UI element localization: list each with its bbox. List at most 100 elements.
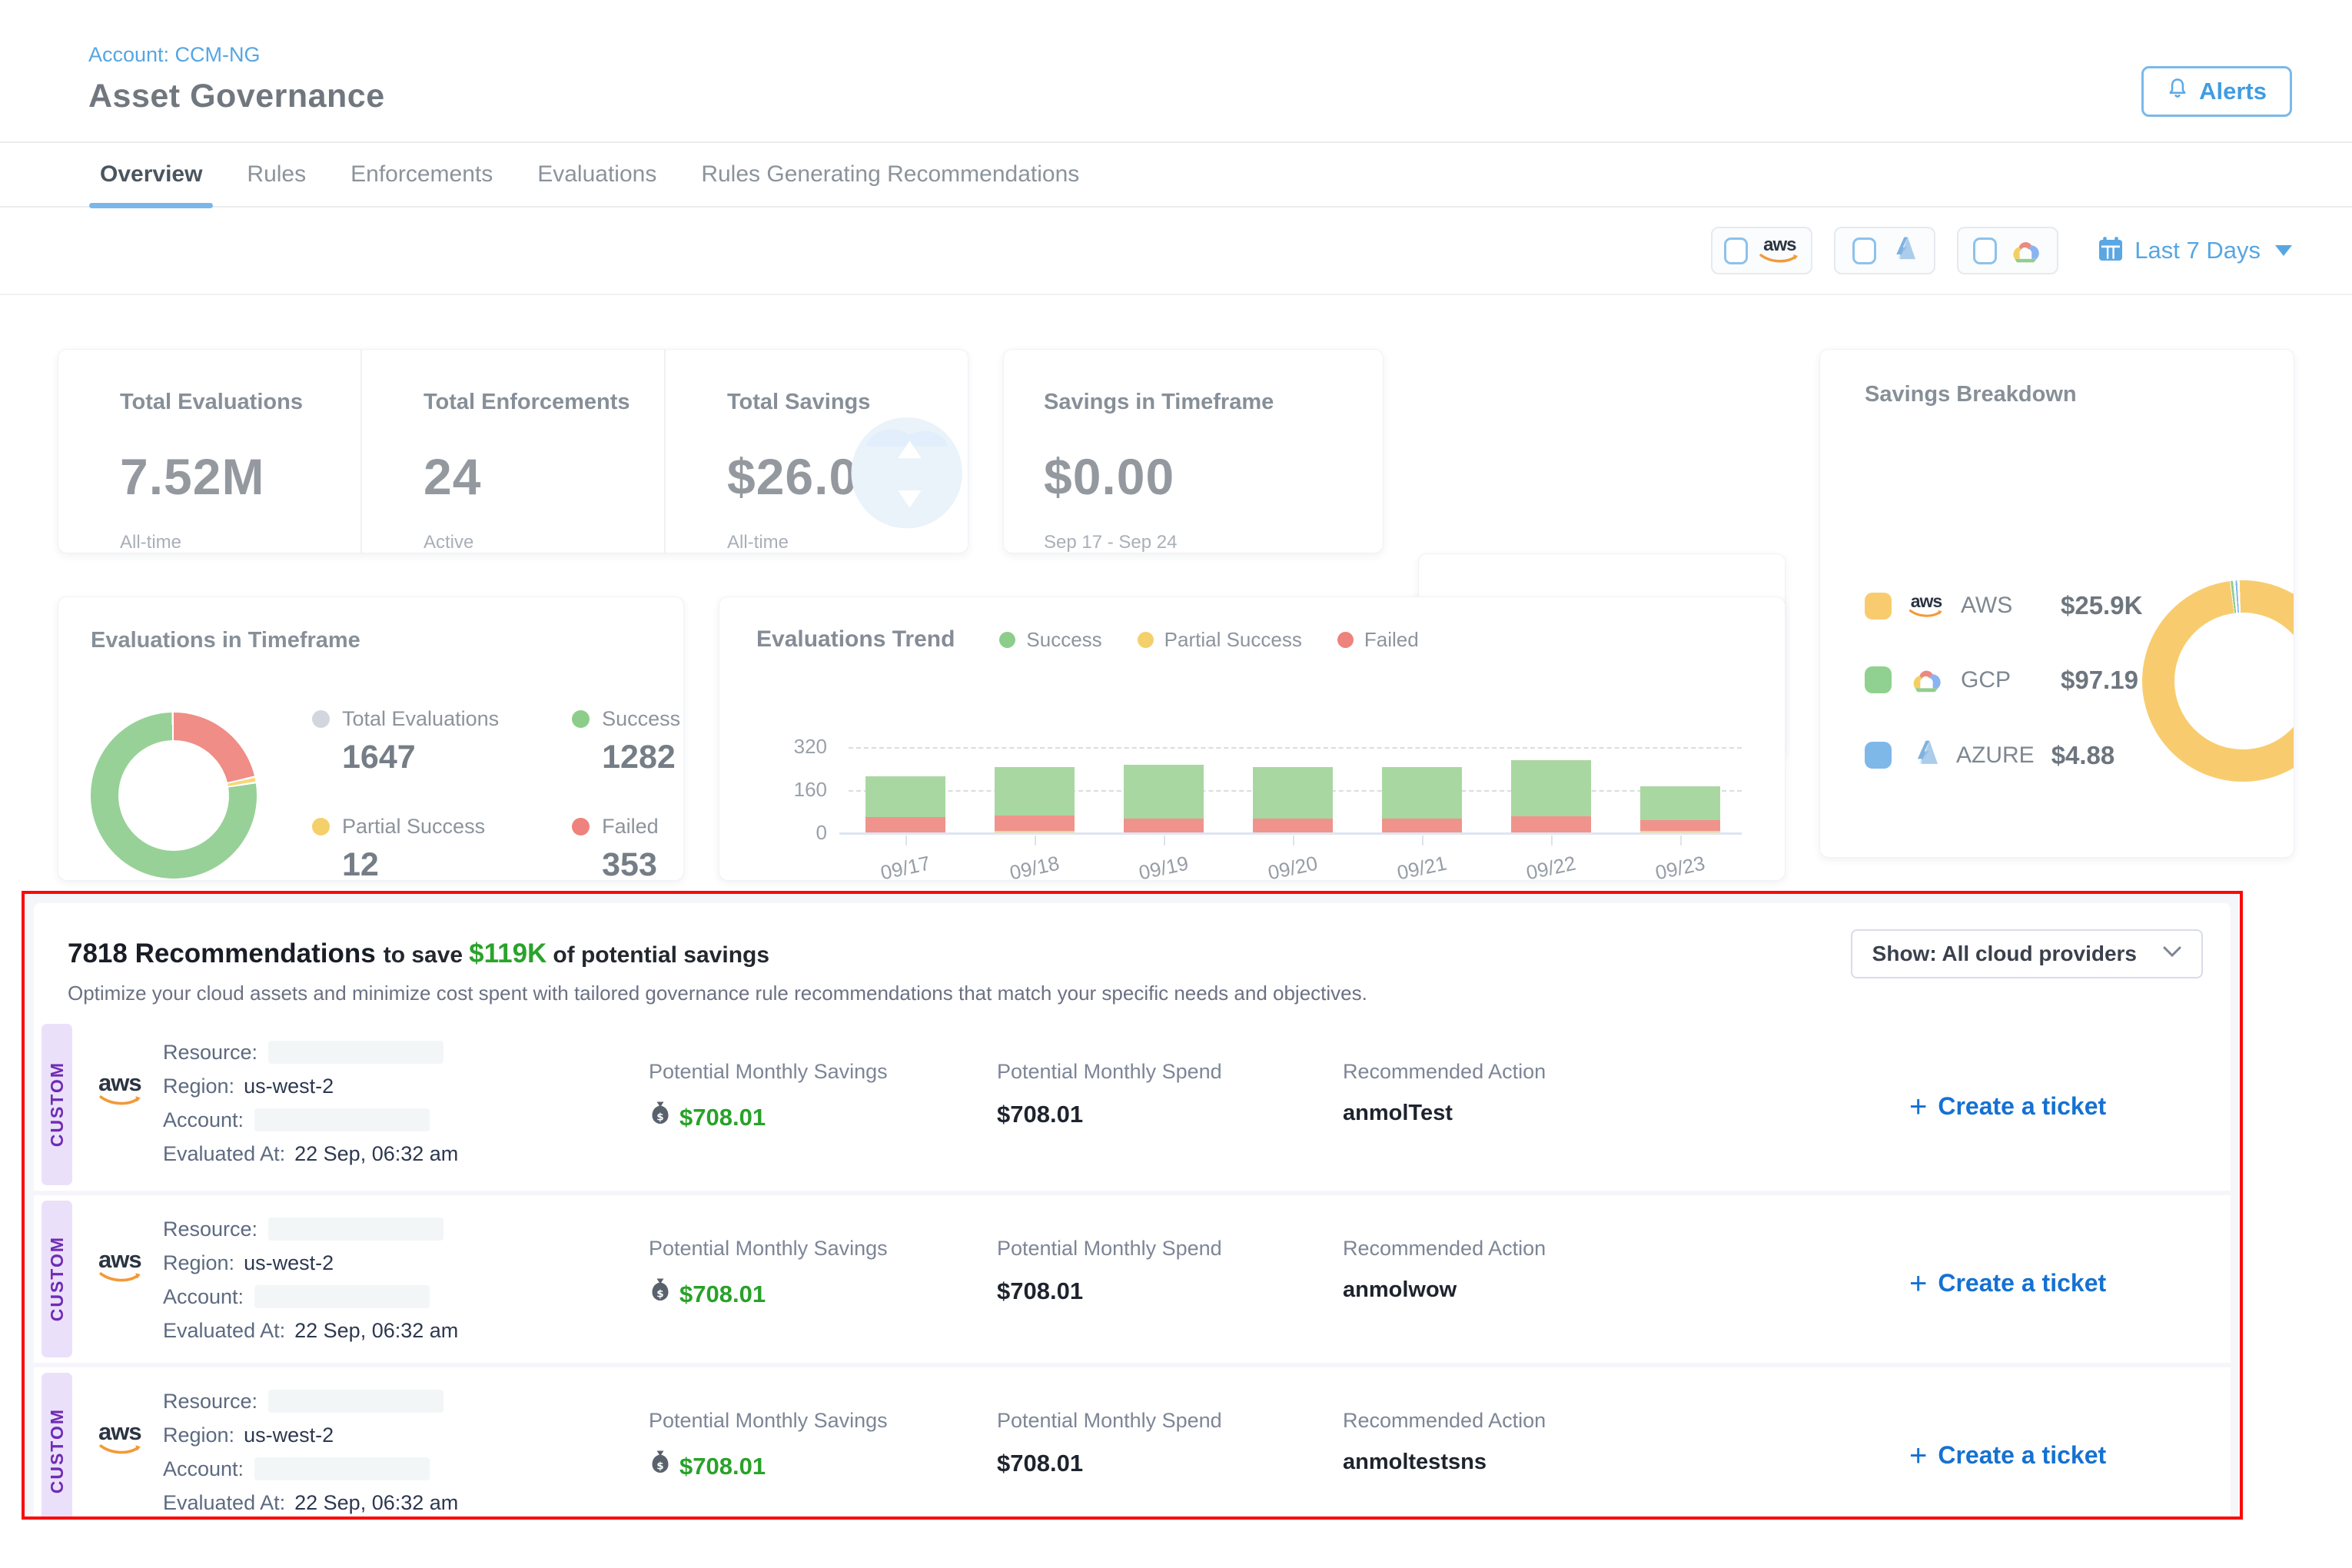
total-enforcements-stat: Total Enforcements 24 Active (360, 350, 664, 553)
svg-text:$: $ (656, 1288, 663, 1301)
savings-breakdown-legend: aws AWS $25.9K (1865, 591, 2142, 771)
stat-value: 24 (424, 447, 641, 506)
legend-label: Failed (1364, 628, 1419, 652)
recommendations-tail-text: of potential savings (553, 942, 769, 968)
trend-bar (1253, 767, 1333, 832)
recommendations-header: 7818 Recommendationsto save$119Kof poten… (34, 903, 2231, 1018)
trend-bar (865, 776, 945, 832)
trend-bar-segment-failed (1640, 820, 1720, 831)
partial-dot-icon (1138, 632, 1154, 648)
account-label: Account: (163, 1285, 244, 1309)
recommendations-mid-text: to save (384, 942, 463, 968)
region-value: us-west-2 (244, 1423, 334, 1447)
trend-bar (1382, 767, 1462, 832)
tab-rules-generating-recommendations[interactable]: Rules Generating Recommendations (701, 143, 1079, 206)
gcp-checkbox[interactable] (1973, 238, 1997, 264)
trend-bar-segment-success (1382, 767, 1462, 819)
date-range-label: Last 7 Days (2134, 237, 2261, 264)
tab-rules[interactable]: Rules (247, 143, 306, 206)
azure-logo-icon (1888, 236, 1917, 266)
breadcrumb-account[interactable]: Account: CCM-NG (88, 43, 2294, 67)
legend-value: $97.19 (2061, 666, 2138, 695)
create-ticket-label: Create a ticket (1938, 1092, 2106, 1121)
trend-xlabels: 09/1709/1809/1909/2009/2109/2209/23 (865, 856, 1720, 880)
svg-text:$: $ (656, 1460, 663, 1473)
aws-checkbox[interactable] (1724, 238, 1748, 264)
trend-xlabel: 09/22 (1510, 849, 1593, 881)
redacted-resource-value (268, 1041, 443, 1064)
aws-logo-icon: aws (98, 1424, 143, 1455)
alerts-button[interactable]: Alerts (2141, 66, 2292, 117)
create-ticket-button[interactable]: + Create a ticket (1909, 1092, 2106, 1121)
azure-filter-chip[interactable] (1834, 227, 1935, 274)
trend-legend-partial: Partial Success (1138, 628, 1302, 652)
trend-bar-segment-success (865, 776, 945, 817)
x-axis-line (839, 832, 1742, 835)
evaluations-legend: Total Evaluations 1647 Success 1282 Part… (312, 707, 680, 881)
legend-label: AZURE (1956, 742, 2035, 769)
region-label: Region: (163, 1251, 234, 1275)
card-title: Evaluations in Timeframe (91, 628, 683, 653)
stat-title: Savings in Timeframe (1044, 390, 1360, 415)
legend-label: Success (1026, 628, 1101, 652)
savings-label: Potential Monthly Savings (649, 1060, 888, 1084)
trend-bar-segment-failed (1382, 819, 1462, 832)
recommendation-row[interactable]: CUSTOM aws Resource: Region:us-west-2 Ac… (34, 1191, 2231, 1363)
recommendations-card: 7818 Recommendationsto save$119Kof poten… (34, 903, 2231, 1520)
legend-item-aws: aws AWS $25.9K (1865, 591, 2142, 620)
tab-bar: Overview Rules Enforcements Evaluations … (0, 143, 2352, 208)
recommendation-row[interactable]: CUSTOM aws Resource: Region:us-west-2 Ac… (34, 1363, 2231, 1520)
plus-icon: + (1909, 1444, 1927, 1467)
legend-total: Total Evaluations 1647 (312, 707, 499, 776)
aws-filter-chip[interactable]: aws (1711, 227, 1812, 274)
savings-timeframe-card: Savings in Timeframe $0.00 Sep 17 - Sep … (1003, 349, 1384, 553)
create-ticket-button[interactable]: +Create a ticket (1909, 1441, 2106, 1470)
legend-label: Total Evaluations (342, 707, 499, 731)
cloud-provider-dropdown[interactable]: Show: All cloud providers (1851, 929, 2203, 978)
redacted-account-value (254, 1108, 430, 1131)
plus-icon: + (1909, 1095, 1927, 1118)
trend-legend-failed: Failed (1337, 628, 1419, 652)
trend-bar-segment-success (1640, 786, 1720, 820)
action-label: Recommended Action (1343, 1060, 1546, 1084)
recommendation-row[interactable]: CUSTOM aws Resource: Region:us-west-2 Ac… (34, 1018, 2231, 1191)
savings-donut (2142, 580, 2294, 782)
stat-title: Total Evaluations (120, 390, 337, 415)
gcp-filter-chip[interactable] (1957, 227, 2058, 274)
custom-badge: CUSTOM (42, 1373, 72, 1520)
aws-logo-icon: aws (98, 1252, 143, 1283)
evaluated-value: 22 Sep, 06:32 am (294, 1319, 458, 1343)
evaluations-timeframe-card: Evaluations in Timeframe Total Evaluatio… (58, 596, 684, 881)
savings-label: Potential Monthly Savings (649, 1237, 888, 1261)
potential-spend-col: Potential Monthly Spend $708.01 (997, 1237, 1222, 1305)
custom-badge: CUSTOM (42, 1024, 72, 1185)
trend-bar-segment-partial (1640, 831, 1720, 832)
date-range-picker[interactable]: Last 7 Days (2097, 235, 2292, 267)
action-value: anmolwow (1343, 1277, 1546, 1303)
create-ticket-button[interactable]: +Create a ticket (1909, 1269, 2106, 1297)
recommendations-count: 7818 Recommendations (68, 938, 376, 968)
region-value: us-west-2 (244, 1251, 334, 1275)
savings-breakdown-card: Savings Breakdown aws AWS $25.9K (1819, 349, 2294, 858)
tab-evaluations[interactable]: Evaluations (537, 143, 656, 206)
legend-label: Partial Success (1164, 628, 1302, 652)
trend-bar-segment-success (995, 767, 1075, 816)
trend-bar-segment-partial (995, 831, 1075, 832)
partial-dot-icon (312, 818, 330, 835)
filter-bar: aws Last 7 Days (0, 208, 2352, 295)
page-header: Account: CCM-NG Asset Governance Alerts (0, 0, 2352, 143)
trend-xlabel: 09/21 (1380, 849, 1463, 881)
stat-title: Total Enforcements (424, 390, 641, 415)
chevron-down-icon (2163, 946, 2181, 962)
dashboard: Total Evaluations 7.52M All-time Total E… (58, 349, 2294, 881)
recommendations-highlight-box: 7818 Recommendationsto save$119Kof poten… (22, 891, 2243, 1520)
tab-enforcements[interactable]: Enforcements (350, 143, 493, 206)
stat-value: 7.52M (120, 447, 337, 506)
resource-details: Resource: Region:us-west-2 Account: Eval… (163, 1384, 458, 1520)
account-label: Account: (163, 1457, 244, 1481)
azure-checkbox[interactable] (1852, 238, 1876, 264)
aws-logo-icon: aws (1909, 593, 1944, 618)
gcp-logo-icon (1909, 663, 1944, 696)
tab-overview[interactable]: Overview (100, 143, 202, 206)
trend-bar-segment-failed (865, 817, 945, 832)
